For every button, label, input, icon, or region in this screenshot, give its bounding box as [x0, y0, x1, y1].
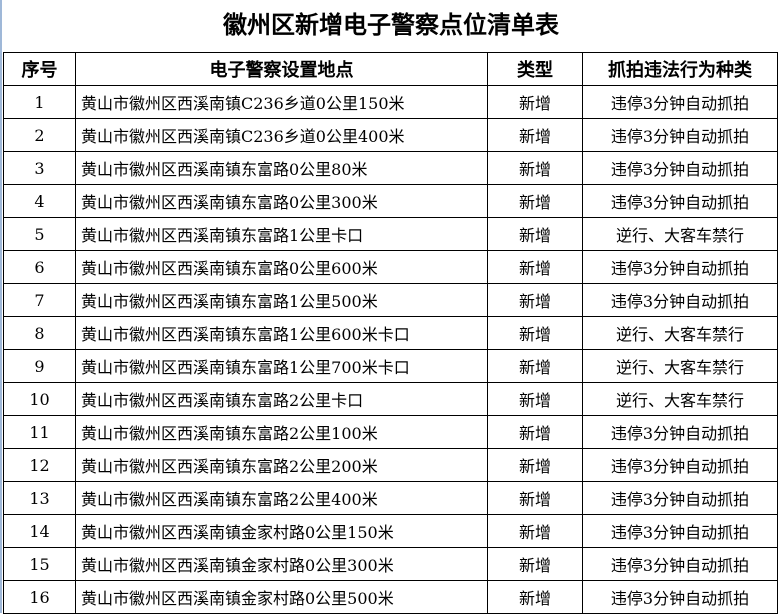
page-title: 徽州区新增电子警察点位清单表 [223, 10, 559, 39]
table-row: 12 黄山市徽州区西溪南镇东富路2公里200米 新增 违停3分钟自动抓拍 [3, 448, 778, 482]
row-type: 新增 [487, 85, 583, 119]
row-violation: 违停3分钟自动抓拍 [582, 85, 778, 119]
row-violation: 违停3分钟自动抓拍 [582, 580, 778, 614]
table-row: 1 黄山市徽州区西溪南镇C236乡道0公里150米 新增 违停3分钟自动抓拍 [3, 85, 778, 119]
row-violation: 违停3分钟自动抓拍 [582, 415, 778, 449]
table-row: 13 黄山市徽州区西溪南镇东富路2公里400米 新增 违停3分钟自动抓拍 [3, 481, 778, 515]
row-index: 8 [3, 316, 76, 350]
row-location: 黄山市徽州区西溪南镇东富路2公里400米 [75, 481, 488, 515]
row-location: 黄山市徽州区西溪南镇东富路1公里700米卡口 [75, 349, 488, 383]
table-row: 9 黄山市徽州区西溪南镇东富路1公里700米卡口 新增 逆行、大客车禁行 [3, 349, 778, 383]
row-location: 黄山市徽州区西溪南镇C236乡道0公里400米 [75, 118, 488, 152]
row-type: 新增 [487, 118, 583, 152]
row-type: 新增 [487, 316, 583, 350]
row-index: 9 [3, 349, 76, 383]
row-location: 黄山市徽州区西溪南镇C236乡道0公里150米 [75, 85, 488, 119]
row-violation: 逆行、大客车禁行 [582, 349, 778, 383]
table-row: 6 黄山市徽州区西溪南镇东富路0公里600米 新增 违停3分钟自动抓拍 [3, 250, 778, 284]
row-type: 新增 [487, 250, 583, 284]
row-location: 黄山市徽州区西溪南镇东富路0公里600米 [75, 250, 488, 284]
row-location: 黄山市徽州区西溪南镇东富路2公里卡口 [75, 382, 488, 416]
table-row: 11 黄山市徽州区西溪南镇东富路2公里100米 新增 违停3分钟自动抓拍 [3, 415, 778, 449]
table-row: 2 黄山市徽州区西溪南镇C236乡道0公里400米 新增 违停3分钟自动抓拍 [3, 118, 778, 152]
camera-list-table: 序号 电子警察设置地点 类型 抓拍违法行为种类 1 黄山市徽州区西溪南镇C236乡… [3, 52, 778, 614]
table-row: 15 黄山市徽州区西溪南镇金家村路0公里300米 新增 违停3分钟自动抓拍 [3, 547, 778, 581]
row-location: 黄山市徽州区西溪南镇东富路1公里600米卡口 [75, 316, 488, 350]
row-index: 16 [3, 580, 76, 614]
row-type: 新增 [487, 217, 583, 251]
row-type: 新增 [487, 415, 583, 449]
row-violation: 违停3分钟自动抓拍 [582, 448, 778, 482]
row-violation: 违停3分钟自动抓拍 [582, 481, 778, 515]
row-index: 4 [3, 184, 76, 218]
row-index: 15 [3, 547, 76, 581]
header-row: 序号 电子警察设置地点 类型 抓拍违法行为种类 [3, 52, 778, 86]
row-violation: 逆行、大客车禁行 [582, 217, 778, 251]
row-violation: 违停3分钟自动抓拍 [582, 547, 778, 581]
row-type: 新增 [487, 514, 583, 548]
table-row: 14 黄山市徽州区西溪南镇金家村路0公里150米 新增 违停3分钟自动抓拍 [3, 514, 778, 548]
row-index: 13 [3, 481, 76, 515]
row-type: 新增 [487, 547, 583, 581]
row-type: 新增 [487, 580, 583, 614]
row-index: 10 [3, 382, 76, 416]
row-location: 黄山市徽州区西溪南镇东富路1公里500米 [75, 283, 488, 317]
row-type: 新增 [487, 283, 583, 317]
row-index: 7 [3, 283, 76, 317]
row-location: 黄山市徽州区西溪南镇东富路2公里100米 [75, 415, 488, 449]
row-type: 新增 [487, 448, 583, 482]
row-violation: 违停3分钟自动抓拍 [582, 184, 778, 218]
row-violation: 违停3分钟自动抓拍 [582, 514, 778, 548]
row-index: 14 [3, 514, 76, 548]
header-location: 电子警察设置地点 [75, 52, 488, 86]
row-index: 2 [3, 118, 76, 152]
header-index: 序号 [3, 52, 76, 86]
header-type: 类型 [487, 52, 583, 86]
row-violation: 违停3分钟自动抓拍 [582, 283, 778, 317]
row-location: 黄山市徽州区西溪南镇金家村路0公里500米 [75, 580, 488, 614]
row-type: 新增 [487, 349, 583, 383]
row-index: 12 [3, 448, 76, 482]
table-row: 16 黄山市徽州区西溪南镇金家村路0公里500米 新增 违停3分钟自动抓拍 [3, 580, 778, 614]
row-violation: 逆行、大客车禁行 [582, 316, 778, 350]
row-violation: 违停3分钟自动抓拍 [582, 250, 778, 284]
table-row: 5 黄山市徽州区西溪南镇东富路1公里卡口 新增 逆行、大客车禁行 [3, 217, 778, 251]
row-index: 11 [3, 415, 76, 449]
row-index: 6 [3, 250, 76, 284]
row-violation: 逆行、大客车禁行 [582, 382, 778, 416]
row-violation: 违停3分钟自动抓拍 [582, 151, 778, 185]
row-index: 5 [3, 217, 76, 251]
row-location: 黄山市徽州区西溪南镇金家村路0公里300米 [75, 547, 488, 581]
table-row: 7 黄山市徽州区西溪南镇东富路1公里500米 新增 违停3分钟自动抓拍 [3, 283, 778, 317]
row-index: 3 [3, 151, 76, 185]
row-type: 新增 [487, 481, 583, 515]
row-location: 黄山市徽州区西溪南镇东富路0公里300米 [75, 184, 488, 218]
row-location: 黄山市徽州区西溪南镇金家村路0公里150米 [75, 514, 488, 548]
row-type: 新增 [487, 151, 583, 185]
row-violation: 违停3分钟自动抓拍 [582, 118, 778, 152]
table-row: 10 黄山市徽州区西溪南镇东富路2公里卡口 新增 逆行、大客车禁行 [3, 382, 778, 416]
row-type: 新增 [487, 382, 583, 416]
row-location: 黄山市徽州区西溪南镇东富路1公里卡口 [75, 217, 488, 251]
header-violation: 抓拍违法行为种类 [582, 52, 778, 86]
table-row: 8 黄山市徽州区西溪南镇东富路1公里600米卡口 新增 逆行、大客车禁行 [3, 316, 778, 350]
row-type: 新增 [487, 184, 583, 218]
row-index: 1 [3, 85, 76, 119]
table-row: 3 黄山市徽州区西溪南镇东富路0公里80米 新增 违停3分钟自动抓拍 [3, 151, 778, 185]
row-location: 黄山市徽州区西溪南镇东富路0公里80米 [75, 151, 488, 185]
table-row: 4 黄山市徽州区西溪南镇东富路0公里300米 新增 违停3分钟自动抓拍 [3, 184, 778, 218]
row-location: 黄山市徽州区西溪南镇东富路2公里200米 [75, 448, 488, 482]
